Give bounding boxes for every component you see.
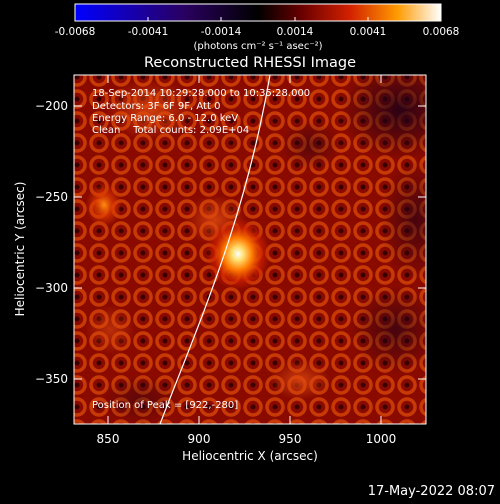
annotation-time: 18-Sep-2014 10:29:28.000 to 10:35:28.000 [92, 88, 310, 99]
y-tick-label: −350 [35, 372, 68, 386]
plot-title: Reconstructed RHESSI Image [144, 55, 356, 71]
axis-ticks [74, 75, 426, 424]
y-tick-label: −250 [35, 190, 68, 204]
secondary-source [86, 183, 122, 227]
plot-frame [73, 74, 427, 425]
colorbar: -0.0068 -0.0041 -0.0014 0.0014 0.0041 0.… [55, 3, 460, 52]
peak-source [206, 218, 270, 290]
annotation-detectors: Detectors: 3F 6F 9F, Att 0 [92, 101, 220, 112]
y-tick-label: −200 [35, 99, 68, 113]
x-tick-label: 900 [188, 432, 211, 446]
colorbar-tick-label: 0.0041 [350, 26, 387, 38]
annotation-energy: Energy Range: 6.0 - 12.0 keV [92, 113, 238, 124]
solar-limb [159, 75, 271, 424]
colorbar-tick-label: 0.0014 [277, 26, 314, 38]
colorbar-tick-label: 0.0068 [423, 26, 460, 38]
image-panel [74, 75, 426, 424]
colorbar-tick-label: -0.0068 [55, 26, 96, 38]
x-tick-label: 1000 [366, 432, 397, 446]
timestamp: 17-May-2022 08:07 [368, 484, 495, 499]
x-tick-label: 850 [97, 432, 120, 446]
y-tick-label: −300 [35, 281, 68, 295]
x-tick-label: 950 [279, 432, 302, 446]
colorbar-units: (photons cm⁻² s⁻¹ asec⁻²) [193, 41, 322, 52]
annotation-peak: Position of Peak = [922,-280] [92, 400, 238, 411]
annotation-block: 18-Sep-2014 10:29:28.000 to 10:35:28.000… [92, 88, 310, 411]
colorbar-ticks [74, 17, 442, 21]
x-axis-label: Heliocentric X (arcsec) [182, 449, 318, 463]
colorbar-tick-label: -0.0014 [201, 26, 242, 38]
colorbar-tick-label: -0.0041 [128, 26, 169, 38]
y-axis-label: Heliocentric Y (arcsec) [13, 182, 27, 317]
annotation-method: Clean Total counts: 2.09E+04 [92, 125, 249, 136]
colorbar-gradient [74, 3, 442, 22]
